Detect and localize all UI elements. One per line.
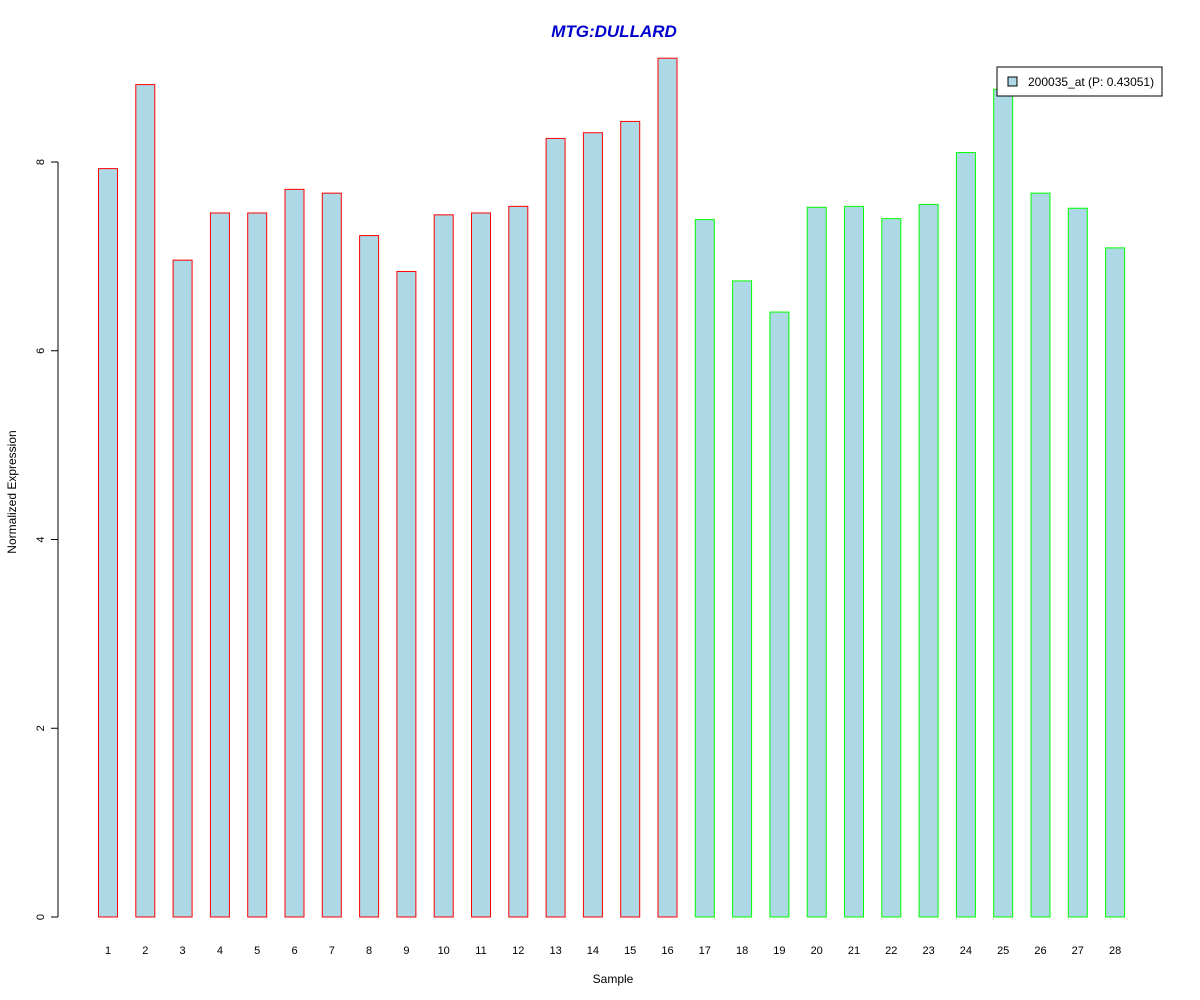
x-tick-label: 4 [217, 945, 223, 957]
bar-sample-7 [321, 192, 342, 918]
y-tick-label: 6 [35, 348, 47, 354]
bar-sample-27 [1067, 207, 1088, 918]
bar-sample-2 [135, 84, 156, 918]
x-tick-label: 7 [329, 945, 335, 957]
chart-title: MTG:DULLARD [551, 22, 677, 41]
y-axis-label: Normalized Expression [5, 430, 19, 553]
x-tick-label: 20 [811, 945, 823, 957]
bar-sample-12 [508, 205, 529, 918]
y-tick-label: 2 [35, 725, 47, 731]
x-tick-label: 8 [366, 945, 372, 957]
x-tick-label: 9 [403, 945, 409, 957]
bar-sample-11 [471, 212, 491, 918]
x-tick-label: 24 [960, 945, 972, 957]
x-tick-label: 17 [699, 945, 711, 957]
x-tick-label: 2 [142, 945, 148, 957]
bar-sample-1 [98, 168, 118, 918]
x-tick-label: 22 [885, 945, 897, 957]
bar-sample-13 [545, 137, 566, 918]
x-tick-label: 21 [848, 945, 860, 957]
x-tick-labels: 1 2 3 4 5 6 7 8 9 10 11 12 13 14 15 16 17 18 19 20 21 22 23 24 2… [105, 945, 1121, 957]
legend-label: 200035_at (P: 0.43051) [1028, 75, 1154, 89]
bar-sample-14 [582, 132, 603, 918]
x-tick-label: 10 [438, 945, 450, 957]
bar-sample-18 [732, 280, 753, 918]
x-tick-label: 18 [736, 945, 748, 957]
x-tick-label: 12 [512, 945, 524, 957]
y-tick-label: 4 [35, 536, 47, 542]
bar-sample-23 [918, 203, 939, 918]
bar-sample-9 [396, 270, 417, 918]
bar-sample-24 [955, 152, 976, 918]
x-tick-label: 28 [1109, 945, 1121, 957]
bar-sample-21 [844, 205, 864, 918]
y-tick-label: 8 [35, 159, 47, 165]
bar-sample-3 [172, 259, 193, 918]
x-tick-label: 13 [549, 945, 561, 957]
bars-group [98, 57, 1126, 918]
bar-sample-16 [657, 57, 678, 918]
x-axis-label: Sample [593, 972, 634, 986]
bar-sample-17 [694, 219, 715, 918]
x-tick-label: 26 [1034, 945, 1046, 957]
bar-sample-20 [806, 206, 827, 918]
bar-sample-19 [769, 311, 790, 918]
bar-sample-26 [1030, 192, 1051, 918]
y-tick-label: 0 [35, 914, 47, 920]
legend-box [996, 66, 1163, 97]
x-tick-label: 3 [180, 945, 186, 957]
bar-sample-10 [433, 214, 454, 918]
bar-sample-15 [620, 120, 641, 918]
bar-sample-22 [881, 218, 902, 918]
bar-sample-28 [1105, 247, 1126, 918]
x-tick-label: 27 [1072, 945, 1084, 957]
x-tick-label: 25 [997, 945, 1009, 957]
bar-sample-5 [247, 212, 268, 918]
legend-swatch [1007, 76, 1018, 87]
y-axis: 0 2 4 6 8 [35, 159, 59, 920]
bar-sample-6 [284, 188, 305, 918]
bar-sample-8 [359, 235, 380, 918]
x-tick-label: 14 [587, 945, 599, 957]
x-tick-label: 5 [254, 945, 260, 957]
legend: 200035_at (P: 0.43051) [996, 66, 1163, 97]
x-tick-label: 16 [661, 945, 673, 957]
x-tick-label: 19 [773, 945, 785, 957]
x-tick-label: 1 [105, 945, 111, 957]
bar-sample-25 [993, 88, 1014, 918]
x-tick-label: 6 [291, 945, 297, 957]
x-tick-label: 23 [922, 945, 934, 957]
x-tick-label: 15 [624, 945, 636, 957]
bar-sample-4 [209, 212, 230, 918]
x-tick-label: 11 [475, 945, 486, 957]
